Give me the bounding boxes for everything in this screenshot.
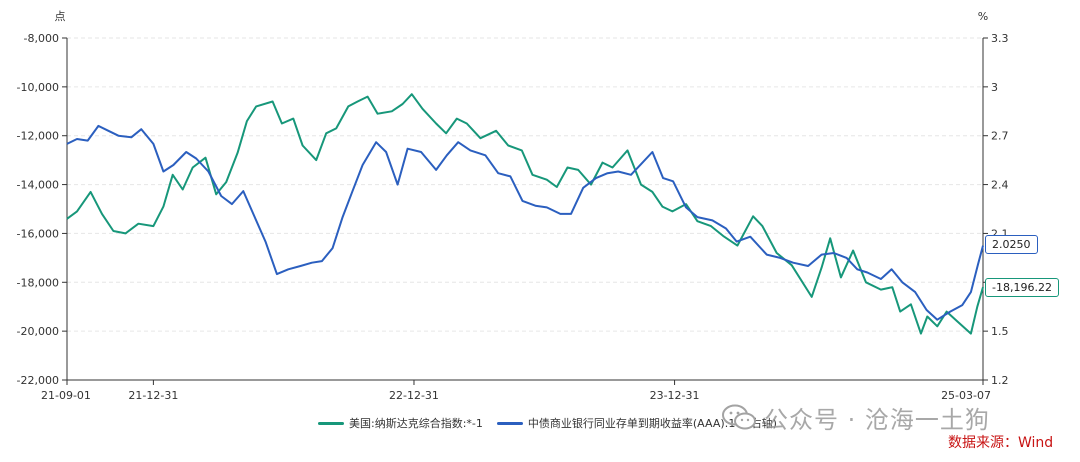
watermark-text: 公众号 · 沧海一土狗 <box>764 406 990 434</box>
nasdaq-last-value-tag: -18,196.22 <box>985 278 1059 298</box>
y-left-tick-label: -16,000 <box>17 227 59 240</box>
y-right-tick-label: 1.2 <box>991 374 1009 387</box>
chart-legend: 美国:纳斯达克综合指数:*-1 中债商业银行同业存单到期收益率(AAA):1年(… <box>318 415 777 431</box>
wechat-icon <box>722 404 756 430</box>
y-right-tick-label: 1.5 <box>991 325 1009 338</box>
legend-label-nasdaq: 美国:纳斯达克综合指数:*-1 <box>349 417 483 430</box>
series-line-nasdaq <box>66 93 984 335</box>
x-tick-label: 21-12-31 <box>128 389 178 402</box>
y-left-tick-label: -12,000 <box>17 130 59 143</box>
series-line-yield <box>66 124 984 321</box>
data-source-note: 数据来源：Wind <box>948 435 1054 451</box>
yield-last-value-tag: 2.0250 <box>985 234 1038 254</box>
y-right-tick-label: 3.3 <box>991 32 1009 45</box>
x-tick-label: 21-09-01 <box>41 389 91 402</box>
y-left-tick-label: -14,000 <box>17 179 59 192</box>
x-tick-label: 22-12-31 <box>389 389 439 402</box>
legend-item-yield[interactable]: 中债商业银行同业存单到期收益率(AAA):1年(右轴) <box>496 415 777 431</box>
legend-swatch-nasdaq <box>318 421 344 425</box>
y-right-unit: % <box>978 10 988 23</box>
y-left-tick-label: -10,000 <box>17 81 59 94</box>
legend-label-yield: 中债商业银行同业存单到期收益率(AAA):1年(右轴) <box>527 417 777 430</box>
y-right-tick-label: 2.7 <box>991 130 1009 143</box>
legend-swatch-yield <box>496 421 523 425</box>
legend-item-nasdaq[interactable]: 美国:纳斯达克综合指数:*-1 <box>318 415 483 431</box>
y-left-tick-label: -20,000 <box>17 325 59 338</box>
y-left-tick-label: -18,000 <box>17 276 59 289</box>
y-left-tick-label: -22,000 <box>17 374 59 387</box>
x-tick-label: 25-03-07 <box>941 389 991 402</box>
y-right-tick-label: 2.4 <box>991 179 1009 192</box>
y-right-tick-label: 3 <box>991 81 998 94</box>
x-tick-label: 23-12-31 <box>650 389 700 402</box>
y-left-unit: 点 <box>55 10 66 23</box>
y-left-tick-label: -8,000 <box>24 32 59 45</box>
